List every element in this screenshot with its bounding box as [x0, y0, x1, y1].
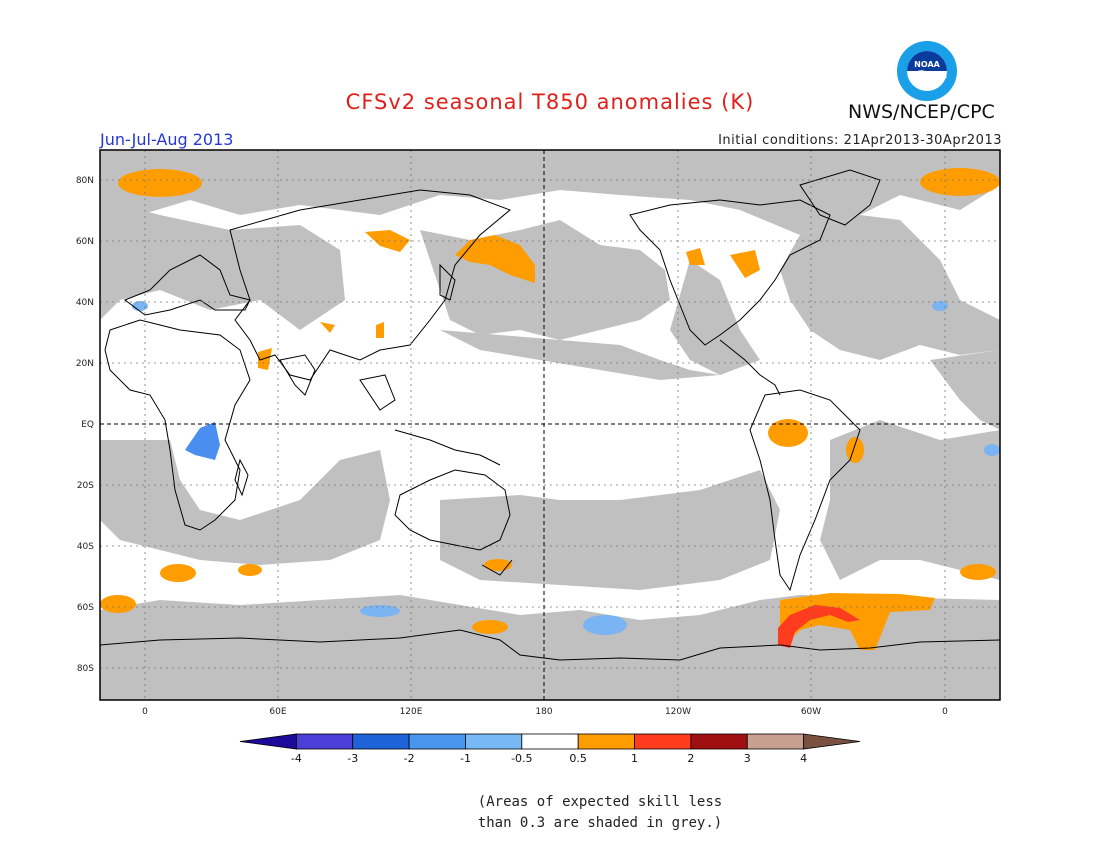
lon-label: 180: [535, 707, 552, 717]
noaa-logo: NOAA: [897, 41, 957, 101]
colorbar-swatch: [408, 733, 466, 750]
lat-label: 40S: [77, 542, 94, 552]
lat-label: 80N: [76, 176, 94, 186]
lat-label: EQ: [81, 420, 94, 430]
lon-label: 120W: [665, 707, 691, 717]
colorbar-tick-label: 4: [800, 752, 807, 765]
colorbar-swatch: [295, 733, 354, 750]
colorbar-swatch: [746, 733, 805, 750]
lat-label: 60S: [77, 603, 94, 613]
colorbar: -4 -3 -2 -1 -0.5 0.5 1 2 3 4: [239, 733, 861, 765]
lat-label: 40N: [76, 298, 94, 308]
map-frame: [99, 149, 1001, 701]
strong-warm-anomalies: [778, 605, 860, 648]
lat-label: 80S: [77, 664, 94, 674]
colorbar-swatch: [803, 733, 861, 750]
warm-anomalies: [100, 168, 1000, 650]
colorbar-swatch: [352, 733, 410, 750]
coastlines: [99, 169, 1001, 661]
lon-label: 60W: [801, 707, 821, 717]
lat-label: 60N: [76, 237, 94, 247]
skill-note: (Areas of expected skill less than 0.3 a…: [470, 792, 730, 834]
colorbar-tick-label: 1: [631, 752, 638, 765]
grey-skill-shading: [100, 150, 1000, 700]
skill-note-line: (Areas of expected skill less: [477, 794, 723, 810]
colorbar-tick-label: 0.5: [569, 752, 587, 765]
agency-label: NWS/NCEP/CPC: [848, 101, 995, 123]
colorbar-tick-label: 3: [744, 752, 751, 765]
colorbar-tick-label: -0.5: [511, 752, 532, 765]
cool-anomalies: [132, 301, 1000, 635]
lat-label: 20S: [77, 481, 94, 491]
colorbar-tick-label: -2: [404, 752, 415, 765]
lon-label: 0: [142, 707, 148, 717]
colorbar-tick-label: -4: [291, 752, 302, 765]
initial-conditions-label: Initial conditions: 21Apr2013-30Apr2013: [718, 133, 1002, 148]
anomaly-map: 80N 60N 40N 20N EQ 20S 40S 60S 80S 0 60E…: [76, 149, 1001, 717]
skill-note-line: than 0.3 are shaded in grey.): [477, 815, 723, 831]
lat-label: 20N: [76, 359, 94, 369]
graticule: [100, 150, 1000, 700]
colorbar-swatch: [577, 733, 635, 750]
season-label: Jun-Jul-Aug 2013: [100, 130, 234, 149]
colorbar-swatch: [521, 733, 579, 750]
colorbar-swatch: [634, 733, 692, 750]
colorbar-tick-label: 2: [687, 752, 694, 765]
colorbar-swatch: [465, 733, 523, 750]
colorbar-tick-label: -3: [347, 752, 358, 765]
map-title: CFSv2 seasonal T850 anomalies (K): [345, 90, 755, 114]
lon-label: 60E: [269, 707, 286, 717]
colorbar-swatch: [239, 733, 297, 750]
lon-label: 0: [942, 707, 948, 717]
colorbar-tick-label: -1: [460, 752, 471, 765]
lon-label: 120E: [400, 707, 423, 717]
colorbar-swatch: [690, 733, 748, 750]
svg-text:NOAA: NOAA: [914, 60, 940, 69]
